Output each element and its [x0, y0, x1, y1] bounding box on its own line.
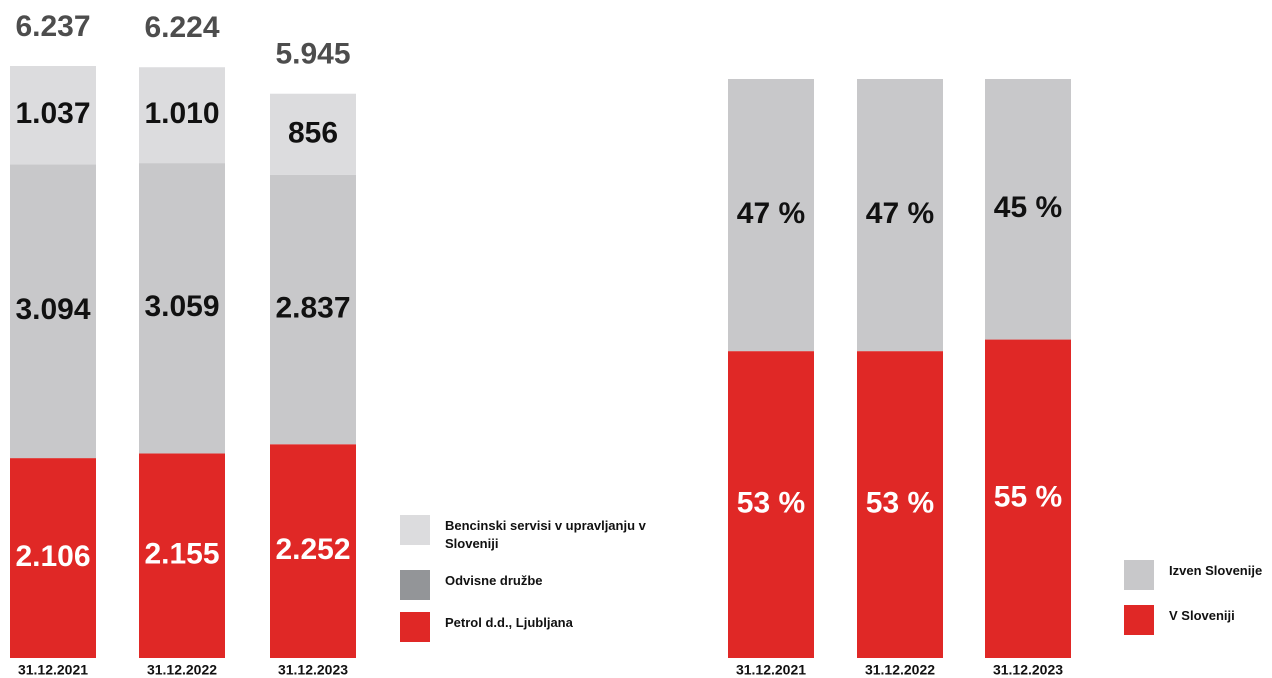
legend-swatch [1124, 560, 1154, 590]
x-tick-label: 31.12.2021 [736, 662, 806, 678]
bar-segment [10, 66, 96, 165]
data-label: 55 % [994, 481, 1062, 514]
legend-item: Petrol d.d., Ljubljana [400, 612, 650, 642]
total-label: 6.224 [144, 11, 219, 44]
bar-segment [728, 351, 814, 658]
x-tick-label: 31.12.2023 [278, 662, 348, 678]
bar-segment [728, 79, 814, 352]
legend-item: Izven Slovenije [1124, 560, 1272, 590]
bar-segment [139, 67, 225, 164]
legend-label: V Sloveniji [1169, 608, 1235, 623]
data-label: 1.010 [144, 97, 219, 130]
legend-label: Petrol d.d., Ljubljana [445, 615, 573, 630]
legend-label: Izven Slovenije [1169, 563, 1263, 578]
total-label: 6.237 [15, 10, 90, 43]
legend-label: Odvisne družbe [445, 573, 543, 588]
legend-item: Bencinski servisi v upravljanju v Sloven… [400, 515, 650, 553]
x-tick-label: 31.12.2022 [865, 662, 935, 678]
data-label: 47 % [737, 197, 805, 230]
legend-item: Odvisne družbe [400, 570, 650, 600]
data-label: 45 % [994, 191, 1062, 224]
legend-swatch [400, 612, 430, 642]
bar-segment [270, 444, 356, 658]
x-tick-label: 31.12.2023 [993, 662, 1063, 678]
data-label: 47 % [866, 197, 934, 230]
data-label: 2.155 [144, 538, 219, 571]
bar-segment [10, 164, 96, 459]
data-label: 856 [288, 116, 338, 149]
data-label: 3.094 [15, 293, 90, 326]
legend-label: Bencinski servisi v upravljanju v Sloven… [445, 518, 646, 551]
data-label: 3.059 [144, 290, 219, 323]
data-label: 2.837 [275, 292, 350, 325]
legend-swatch [1124, 605, 1154, 635]
legend-swatch [400, 515, 430, 545]
legend-swatch [400, 570, 430, 600]
bar-segment [857, 79, 943, 352]
data-label: 53 % [866, 486, 934, 519]
bar-segment [857, 351, 943, 658]
data-label: 2.106 [15, 540, 90, 573]
bar-segment [139, 453, 225, 658]
bar-segment [270, 93, 356, 175]
bar-segment [985, 339, 1071, 658]
bar-segment [270, 174, 356, 445]
data-label: 2.252 [275, 533, 350, 566]
x-tick-label: 31.12.2022 [147, 662, 217, 678]
bar-segment [985, 79, 1071, 340]
data-label: 53 % [737, 486, 805, 519]
data-label: 1.037 [15, 97, 90, 130]
total-label: 5.945 [275, 38, 350, 71]
x-tick-label: 31.12.2021 [18, 662, 88, 678]
bar-segment [10, 458, 96, 658]
legend-item: V Sloveniji [1124, 605, 1272, 635]
bar-segment [139, 163, 225, 454]
